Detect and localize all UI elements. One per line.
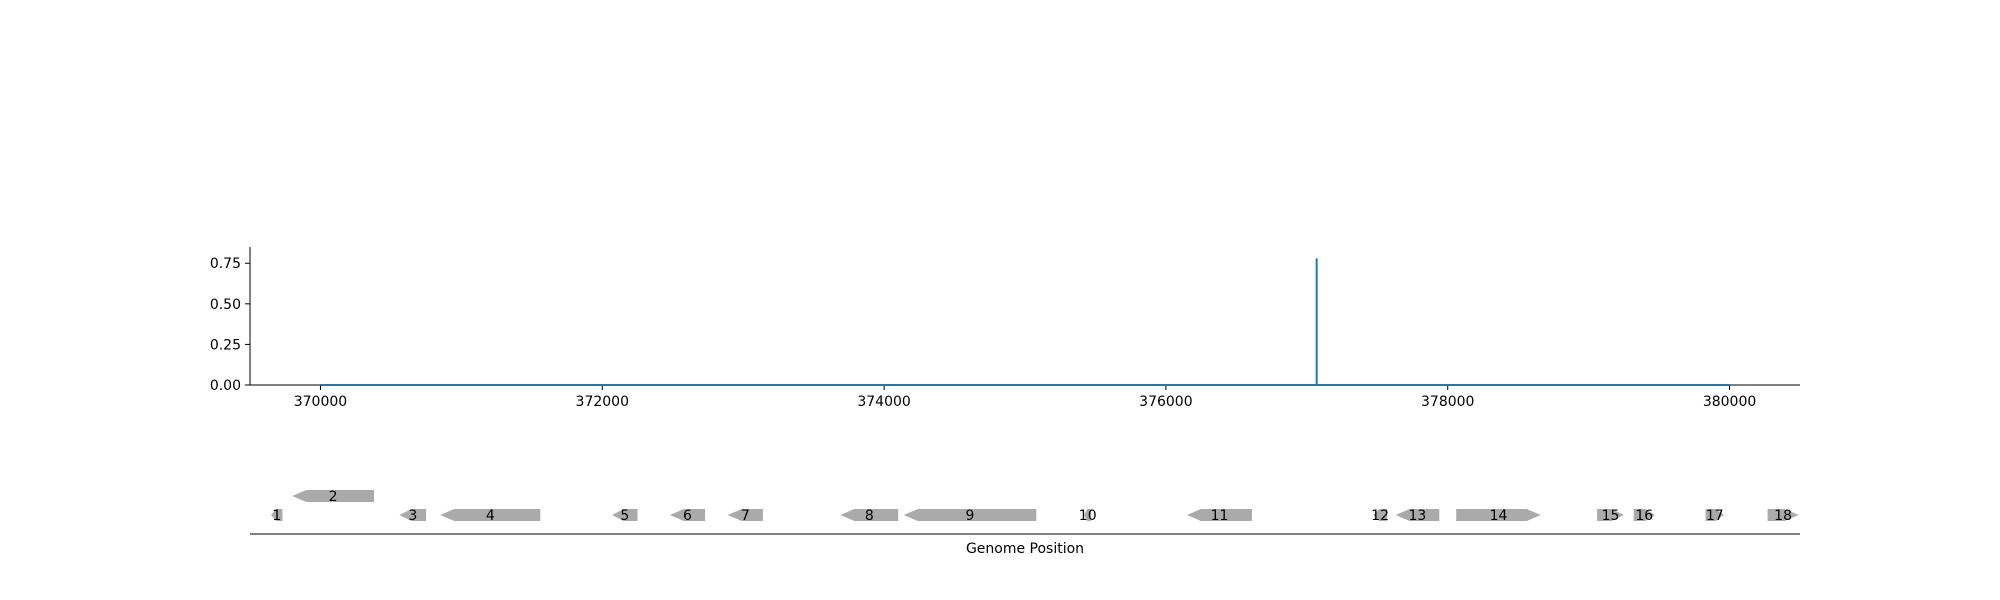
- gene-features: 123 4 5 6 7 8 9 10 11 12 13 14 15 16 17 18: [271, 489, 1799, 524]
- gene-label: 17: [1706, 508, 1724, 524]
- gene-label: 12: [1371, 508, 1389, 524]
- gene-arrow: [669, 509, 706, 521]
- gene-arrow: [903, 509, 1037, 521]
- gene-arrow: [271, 509, 283, 521]
- y-tick-label: 0.50: [210, 297, 241, 313]
- gene-label: 8: [865, 508, 874, 524]
- gene-arrow: [840, 509, 899, 521]
- x-axis-label: Genome Position: [966, 541, 1084, 557]
- gene-label: 16: [1635, 508, 1653, 524]
- gene-label: 15: [1602, 508, 1620, 524]
- gene-label: 5: [620, 508, 629, 524]
- gene-label: 10: [1079, 508, 1097, 524]
- gene-arrow: [1456, 509, 1541, 521]
- x-tick-label: 370000: [294, 394, 347, 410]
- y-tick-label: 0.75: [210, 256, 241, 272]
- gene-label: 9: [966, 508, 975, 524]
- gene-label: 13: [1408, 508, 1426, 524]
- gene-label: 4: [486, 508, 495, 524]
- gene-label: 6: [683, 508, 692, 524]
- gene-arrow: [1767, 509, 1799, 521]
- signal-ticks: 370000 372000 374000 376000 378000 380000 0.00…: [210, 256, 1756, 410]
- signal-series: [320, 258, 1730, 386]
- gene-arrow: [440, 509, 541, 521]
- x-tick-label: 376000: [1139, 394, 1192, 410]
- gene-arrow: [727, 509, 763, 521]
- gene-track: 123 4 5 6 7 8 9 10 11 12 13 14 15 16 17 18 Genome Posit…: [250, 489, 1800, 557]
- gene-arrow: [1395, 509, 1440, 521]
- gene-arrow: [1597, 509, 1624, 521]
- signal-plot: 370000 372000 374000 376000 378000 380000 0.00…: [210, 247, 1800, 410]
- gene-label: 14: [1490, 508, 1508, 524]
- y-tick-label: 0.00: [210, 378, 241, 394]
- gene-arrow: [1084, 509, 1092, 521]
- gene-arrow: [1187, 509, 1252, 521]
- gene-label: 18: [1774, 508, 1792, 524]
- x-tick-label: 374000: [857, 394, 910, 410]
- gene-arrow: [1705, 509, 1724, 521]
- gene-arrow: [612, 509, 638, 521]
- gene-arrow: [399, 509, 427, 521]
- gene-label: 3: [408, 508, 417, 524]
- gene-label: 1: [272, 508, 281, 524]
- gene-label: 11: [1211, 508, 1229, 524]
- x-tick-label: 372000: [576, 394, 629, 410]
- x-tick-label: 378000: [1421, 394, 1474, 410]
- gene-arrow: [292, 490, 374, 502]
- signal-line: [320, 258, 1730, 386]
- gene-arrow: [1633, 509, 1655, 521]
- x-tick-label: 380000: [1703, 394, 1756, 410]
- gene-label: 2: [329, 489, 338, 505]
- gene-label: 7: [741, 508, 750, 524]
- gene-arrow: [1373, 509, 1388, 521]
- y-tick-label: 0.25: [210, 337, 241, 353]
- signal-axes: [249, 247, 1800, 386]
